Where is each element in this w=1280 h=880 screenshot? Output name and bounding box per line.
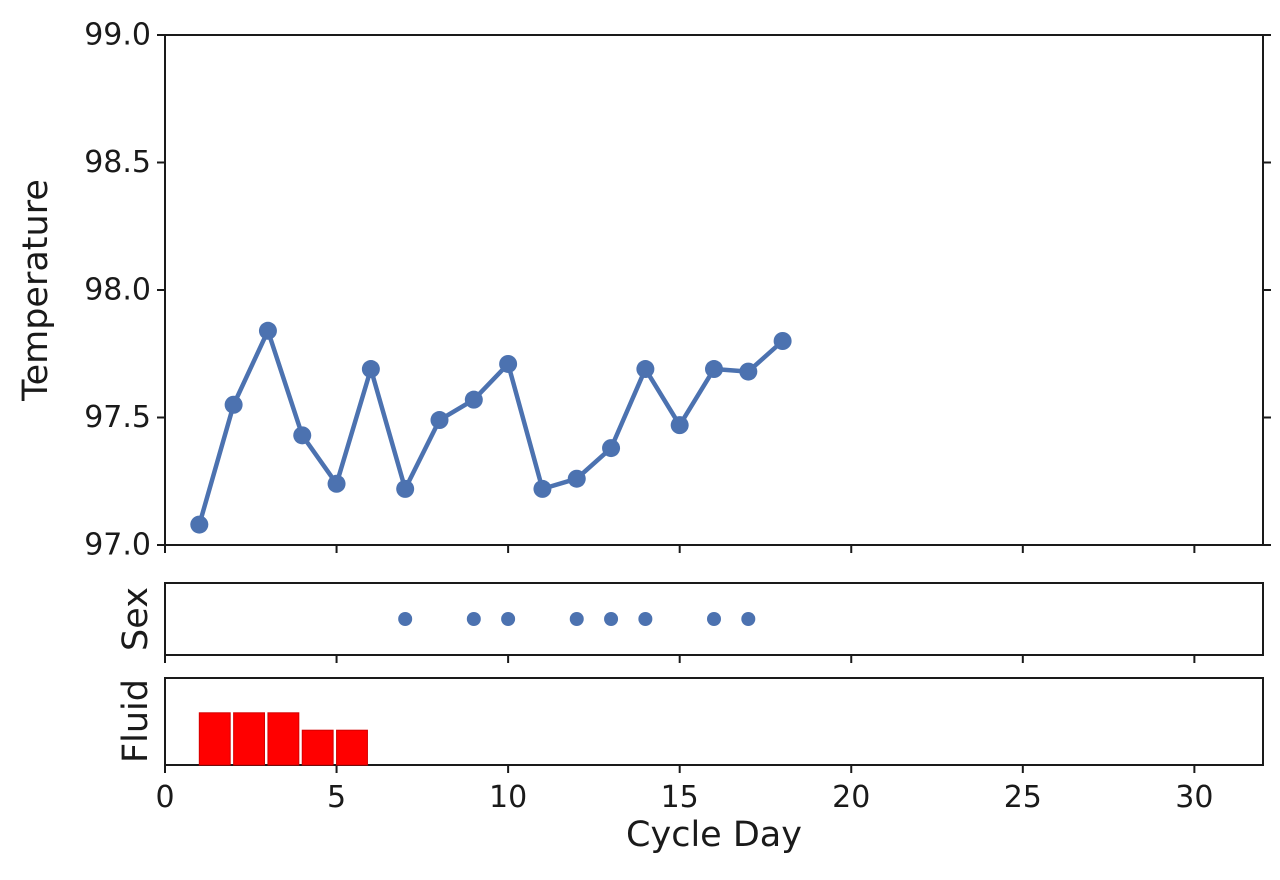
sex-scatter-series	[398, 612, 756, 626]
y-axis-label-fluid: Fluid	[116, 679, 156, 763]
y-axis-label-temperature: Temperature	[16, 179, 56, 402]
svg-text:15: 15	[661, 780, 699, 815]
svg-text:98.0: 98.0	[84, 273, 151, 308]
y-axis-label-sex: Sex	[116, 587, 156, 651]
svg-text:98.5: 98.5	[84, 145, 151, 180]
svg-text:20: 20	[832, 780, 870, 815]
svg-text:25: 25	[1004, 780, 1042, 815]
svg-text:30: 30	[1175, 780, 1213, 815]
svg-text:99.0: 99.0	[84, 18, 151, 53]
temperature-line-series	[190, 321, 792, 534]
svg-text:10: 10	[489, 780, 527, 815]
fluid-bar-series	[198, 712, 368, 766]
svg-text:97.5: 97.5	[84, 400, 151, 435]
axis-tick-marks	[157, 34, 1271, 773]
axis-tick-labels: 97.0 97.5 98.0 98.5 99.0 0 5 10 15 20 25 30	[84, 18, 1213, 816]
svg-text:0: 0	[155, 780, 174, 815]
svg-text:97.0: 97.0	[84, 528, 151, 563]
svg-text:5: 5	[327, 780, 346, 815]
panel-frames	[164, 34, 1264, 766]
x-axis-label: Cycle Day	[626, 815, 802, 855]
